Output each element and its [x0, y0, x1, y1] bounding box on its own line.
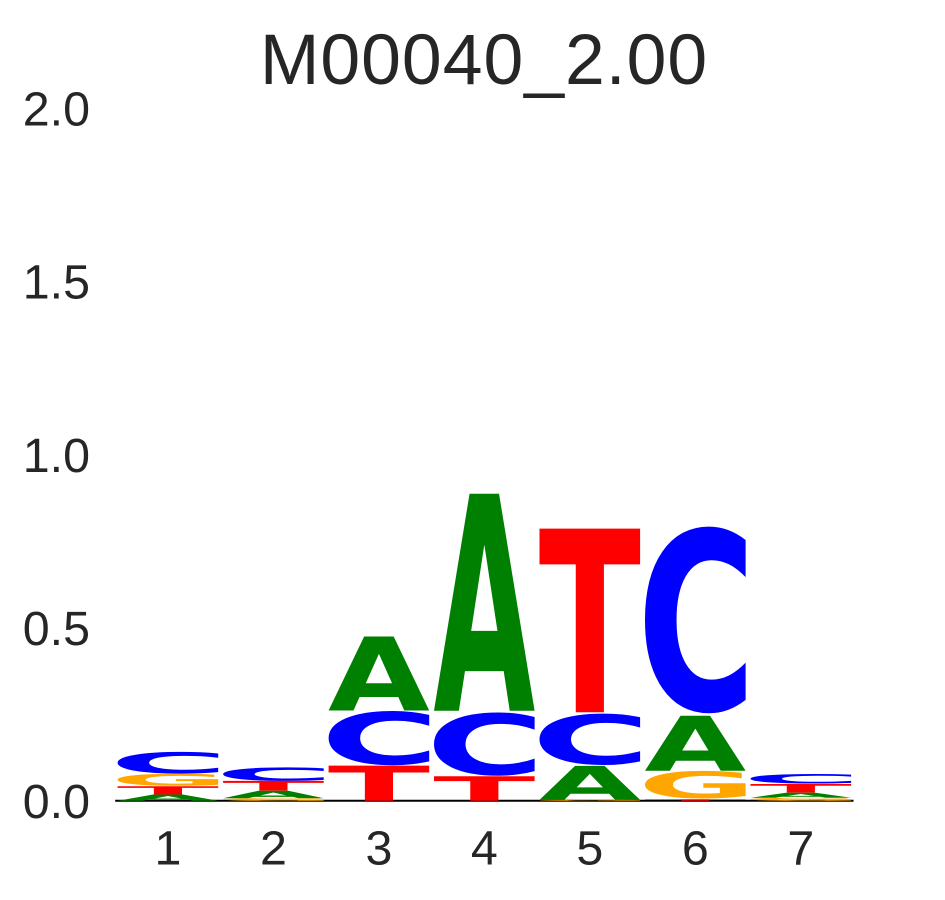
svg-text:0.0: 0.0: [23, 775, 90, 829]
svg-text:7: 7: [787, 822, 814, 876]
svg-text:6: 6: [682, 822, 709, 876]
svg-text:1.5: 1.5: [23, 256, 90, 310]
svg-text:1.0: 1.0: [23, 429, 90, 483]
svg-text:2: 2: [260, 822, 287, 876]
svg-text:4: 4: [471, 822, 498, 876]
svg-text:1: 1: [154, 822, 181, 876]
svg-text:M00040_2.00: M00040_2.00: [260, 20, 708, 100]
svg-text:0.5: 0.5: [23, 602, 90, 656]
svg-text:2.0: 2.0: [23, 82, 90, 136]
svg-text:3: 3: [365, 822, 392, 876]
svg-text:5: 5: [576, 822, 603, 876]
